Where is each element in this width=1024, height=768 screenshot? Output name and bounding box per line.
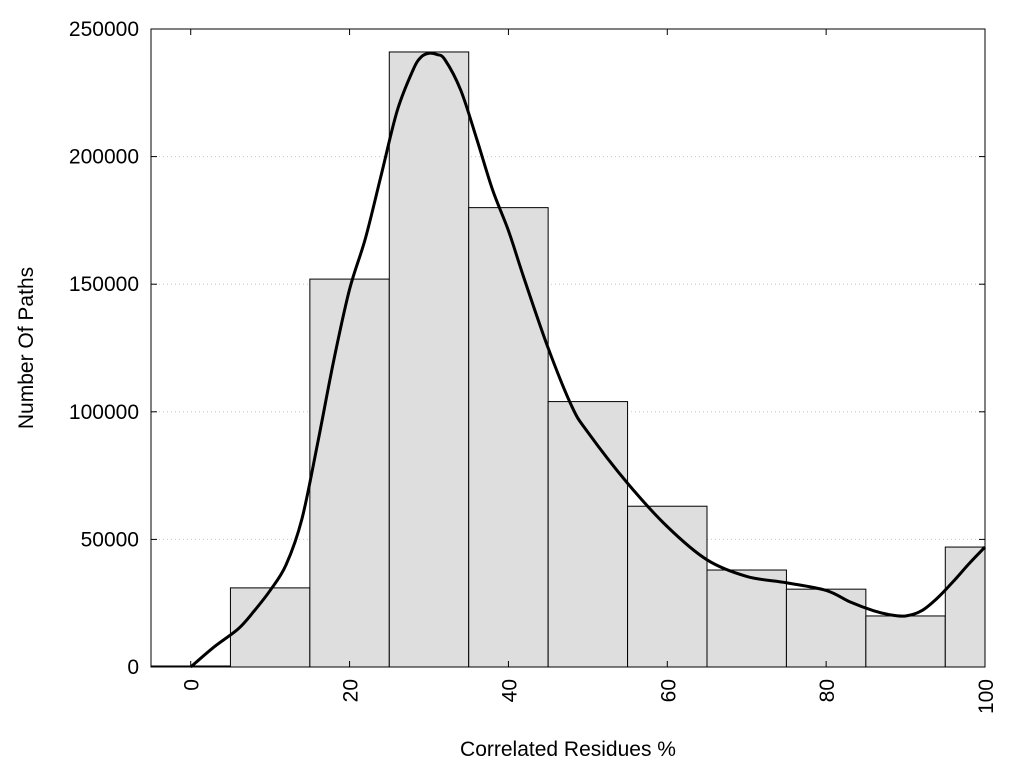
histogram-bar-10 <box>229 587 311 668</box>
histogram-bar-70 <box>706 569 787 668</box>
y-tick-label: 250000 <box>69 18 139 41</box>
histogram-bar-100 <box>944 546 986 668</box>
histogram-bar-30 <box>388 51 470 668</box>
x-tick-label: 40 <box>498 679 521 702</box>
x-tick-label: 0 <box>181 679 204 691</box>
y-axis-ticks: 0 50000 100000 150000 200000 250000 <box>69 18 985 679</box>
density-curve-layer <box>189 51 987 669</box>
histogram-bars <box>150 51 986 668</box>
x-axis-title: Correlated Residues % <box>460 738 676 761</box>
histogram-bar-50 <box>547 401 629 668</box>
x-tick-label: 20 <box>340 679 363 702</box>
y-tick-label: 200000 <box>69 146 139 169</box>
y-tick-label: 50000 <box>81 528 139 551</box>
density-curve <box>189 51 987 669</box>
y-axis-title: Number Of Paths <box>15 267 38 429</box>
y-tick-label: 0 <box>127 656 139 679</box>
x-tick-label: 80 <box>816 679 839 702</box>
histogram-bar-20 <box>309 278 390 668</box>
histogram-bar-60 <box>627 505 708 668</box>
x-tick-label: 100 <box>975 679 998 714</box>
y-tick-label: 150000 <box>69 273 139 296</box>
x-tick-label: 60 <box>657 679 680 702</box>
plot-frame <box>150 28 986 668</box>
x-axis-ticks: 0 20 40 60 80 100 <box>181 29 998 714</box>
histogram-bar-80 <box>785 588 867 668</box>
histogram-bar-40 <box>468 207 549 668</box>
histogram-bar-90 <box>865 615 946 668</box>
y-tick-label: 100000 <box>69 401 139 424</box>
